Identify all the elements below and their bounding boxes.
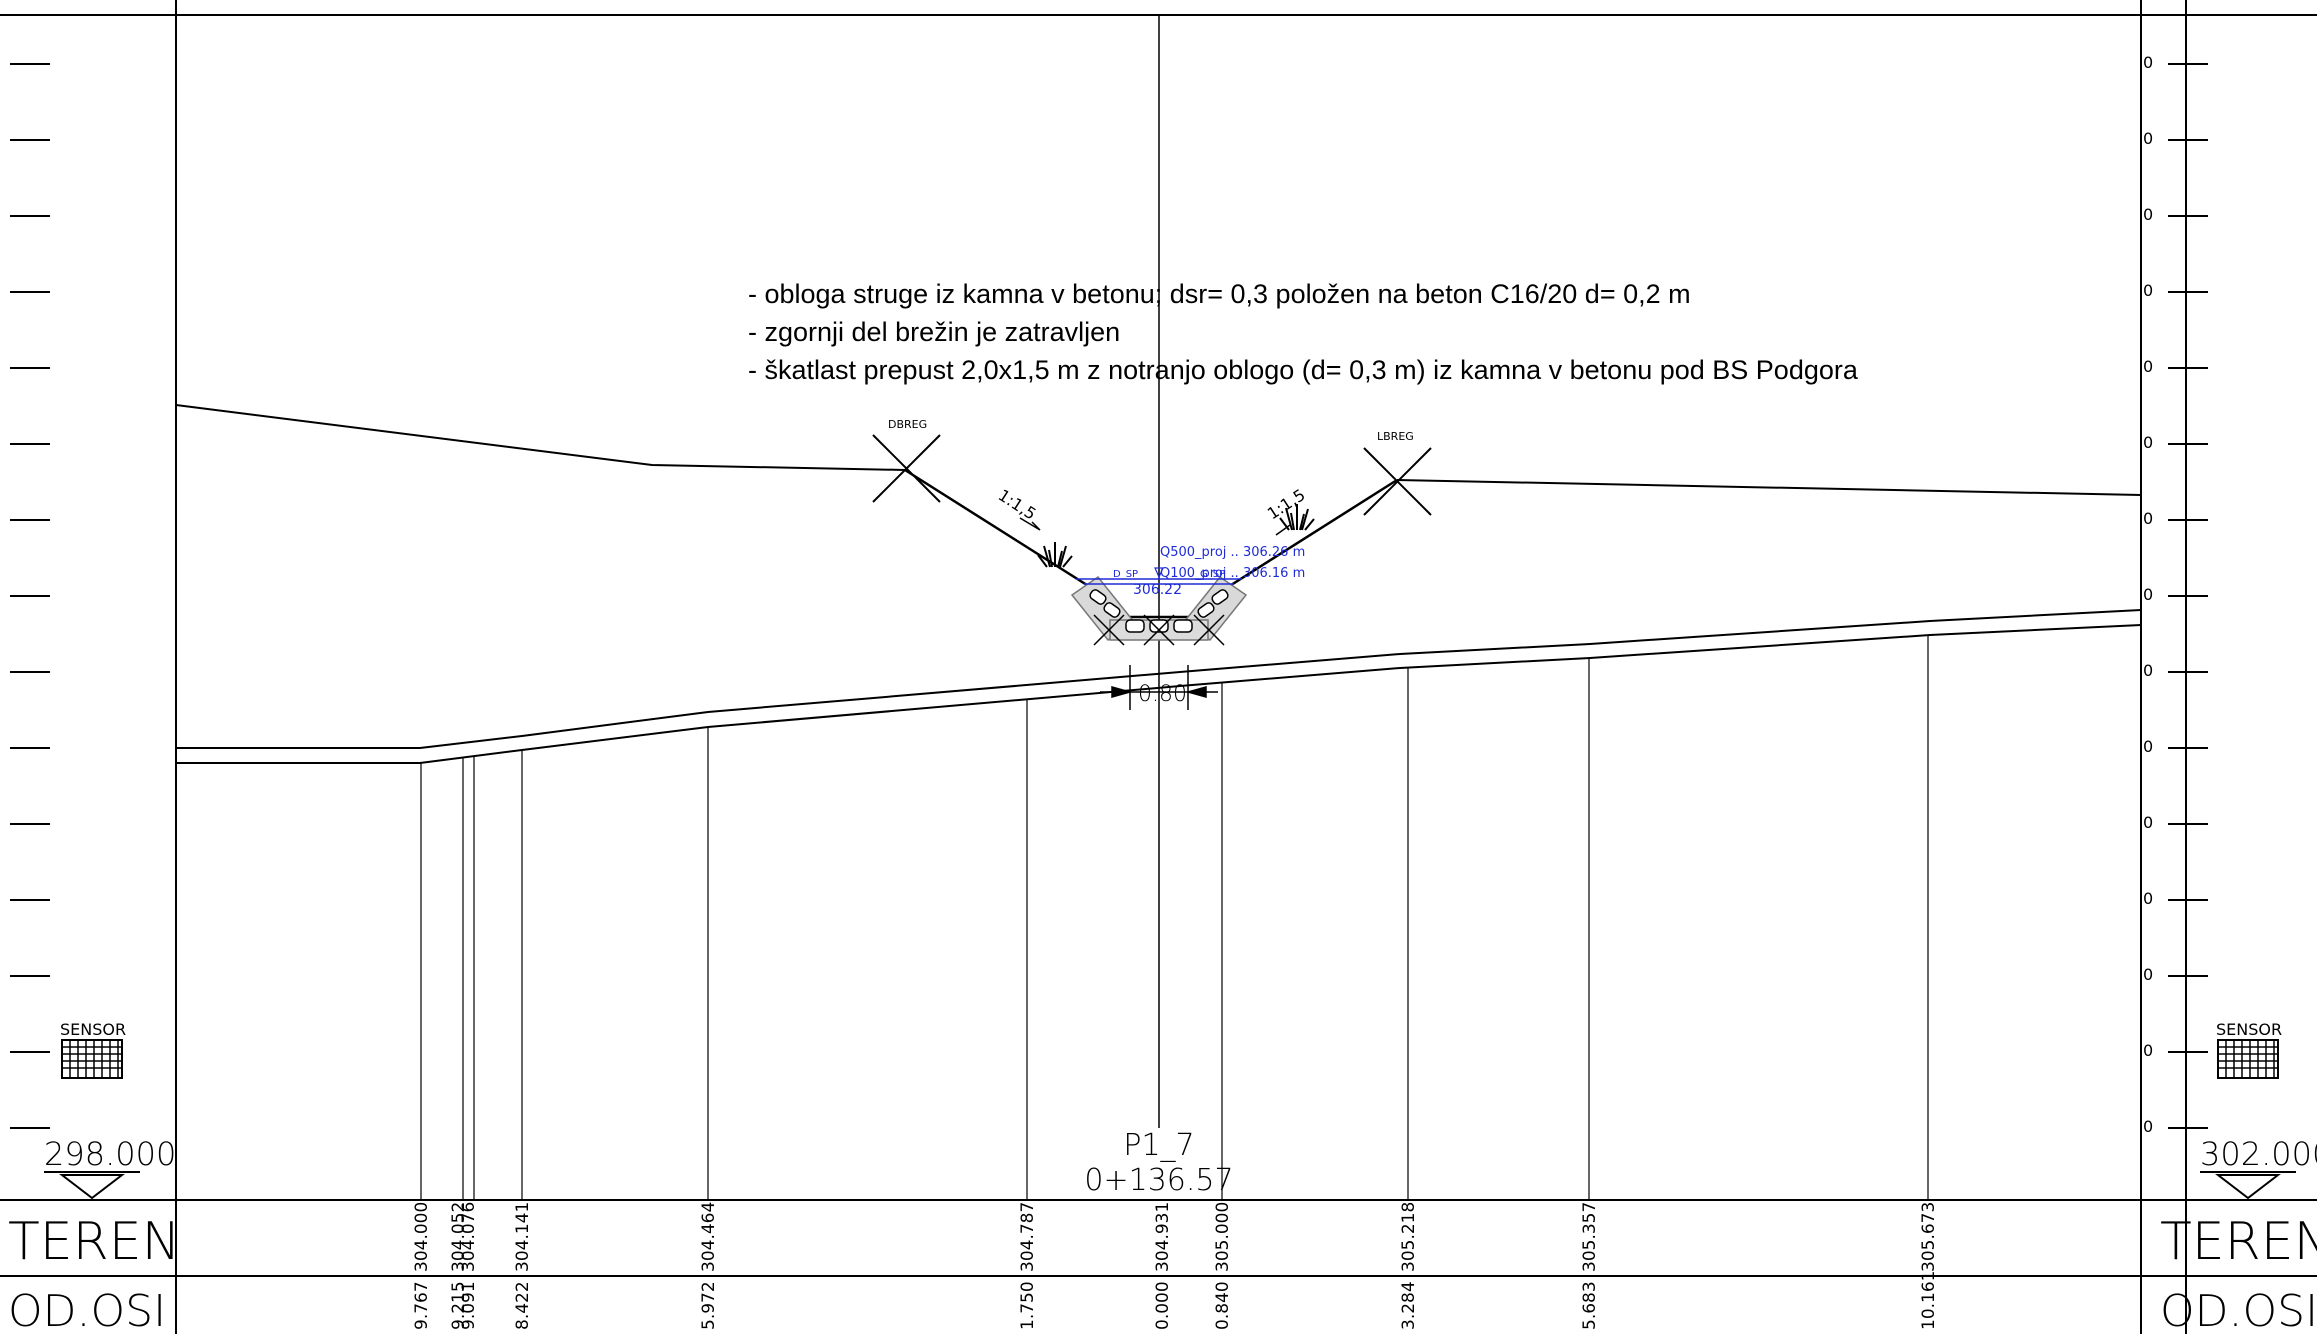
sensor-label: SENSOR bbox=[2216, 1020, 2282, 1039]
bank-marker-right: LBREG bbox=[1363, 430, 1432, 516]
side-tick-label: 0 bbox=[2143, 965, 2153, 984]
dsp-label: D_SP bbox=[1113, 569, 1138, 580]
offset-value: 9.215 bbox=[449, 1281, 469, 1330]
offset-value: 9.767 bbox=[412, 1281, 432, 1330]
sensor-right: SENSOR bbox=[2216, 1020, 2282, 1079]
terrain-elevation-value: 305.218 bbox=[1399, 1202, 1419, 1272]
side-tick-label: 0 bbox=[2143, 813, 2153, 832]
side-tick-label: 0 bbox=[2143, 585, 2153, 604]
offset-value: 8.422 bbox=[513, 1281, 533, 1330]
profile-station: 0+136.57 bbox=[1084, 1163, 1233, 1198]
bank-marker-left: DBREG bbox=[872, 418, 941, 503]
terrain-elevation-value: 305.673 bbox=[1919, 1202, 1939, 1272]
side-tick-label: 0 bbox=[2143, 737, 2153, 756]
grass-icon bbox=[1037, 542, 1073, 568]
ground-line-upper bbox=[176, 609, 2142, 749]
offset-value: 5.972 bbox=[699, 1281, 719, 1330]
sensor-left: SENSOR bbox=[60, 1020, 126, 1079]
terrain-elevation-value: 305.000 bbox=[1213, 1202, 1233, 1272]
right-scale-ticks bbox=[2168, 63, 2208, 1129]
offset-value: 5.683 bbox=[1580, 1281, 1600, 1330]
terrain-elevation-value: 304.141 bbox=[513, 1202, 533, 1272]
dimension-value: 0.80 bbox=[1138, 682, 1187, 707]
left-scale-ticks bbox=[10, 63, 50, 1129]
row-label-odosi-right: OD.OSI bbox=[2160, 1286, 2317, 1334]
terrain-table: 304.000 9.767 304.052 9.215 304.076 9.091 304.… bbox=[412, 1202, 1939, 1330]
terrain-elevation-value: 305.357 bbox=[1580, 1202, 1600, 1272]
slope-arrow-icon bbox=[1019, 517, 1041, 531]
offset-value: 9.091 bbox=[459, 1281, 479, 1330]
offset-value: 0.840 bbox=[1213, 1281, 1233, 1330]
profile-name: P1_7 bbox=[1123, 1128, 1194, 1163]
side-tick-label: 0 bbox=[2143, 889, 2153, 908]
bank-label-left: DBREG bbox=[888, 418, 927, 431]
side-tick-label: 0 bbox=[2143, 1117, 2153, 1136]
dimension-culvert-width bbox=[1100, 665, 1218, 710]
gsp-label: G_SP bbox=[1200, 569, 1225, 580]
row-label-teren-right: TEREN bbox=[2160, 1212, 2317, 1272]
existing-terrain-left bbox=[175, 404, 906, 471]
existing-terrain-right bbox=[1396, 479, 2142, 496]
dsp-value: 306.22 bbox=[1133, 582, 1182, 598]
datum-left-label: 298.000 bbox=[44, 1135, 176, 1173]
row-label-odosi-left: OD.OSI bbox=[8, 1286, 166, 1334]
terrain-elevation-value: 304.464 bbox=[699, 1202, 719, 1272]
right-scale-tick-labels: 0 0 0 0 0 0 0 0 0 0 0 0 0 0 0 bbox=[2143, 53, 2153, 1136]
terrain-elevation-value: 304.931 bbox=[1153, 1202, 1173, 1272]
q100-label: Q100_proj .. 306.16 m bbox=[1160, 566, 1305, 581]
construction-notes: - obloga struge iz kamna v betonu; dsr= … bbox=[748, 279, 1859, 385]
datum-left: 298.000 bbox=[44, 1135, 176, 1200]
water-levels: Q500_proj .. 306.26 m Q100_proj .. 306.1… bbox=[1076, 545, 1305, 598]
channel-profile bbox=[904, 468, 1398, 619]
side-tick-label: 0 bbox=[2143, 661, 2153, 680]
side-tick-label: 0 bbox=[2143, 129, 2153, 148]
ground-line-lower bbox=[176, 624, 2142, 764]
stone-lining bbox=[1070, 575, 1248, 646]
terrain-elevation-value: 304.000 bbox=[412, 1202, 432, 1272]
offset-value: 0.000 bbox=[1153, 1281, 1173, 1330]
side-tick-label: 0 bbox=[2143, 53, 2153, 72]
terrain-elevation-value: 304.076 bbox=[459, 1202, 479, 1272]
datum-right: 302.000 bbox=[2200, 1135, 2317, 1200]
side-tick-label: 0 bbox=[2143, 433, 2153, 452]
note-line: - obloga struge iz kamna v betonu; dsr= … bbox=[748, 279, 1691, 309]
side-tick-label: 0 bbox=[2143, 205, 2153, 224]
note-line: - zgornji del brežin je zatravljen bbox=[748, 317, 1120, 347]
row-label-teren-left: TEREN bbox=[8, 1212, 181, 1272]
bank-label-right: LBREG bbox=[1377, 430, 1414, 443]
offset-value: 10.161 bbox=[1919, 1271, 1939, 1330]
datum-triangle-icon bbox=[2215, 1174, 2281, 1200]
station-verticals bbox=[420, 635, 1929, 1200]
grass-icon bbox=[1279, 504, 1315, 531]
slope-label-left: 1:1,5 bbox=[995, 485, 1040, 523]
datum-right-label: 302.000 bbox=[2200, 1135, 2317, 1173]
note-line: - škatlast prepust 2,0x1,5 m z notranjo … bbox=[748, 355, 1859, 385]
side-tick-label: 0 bbox=[2143, 357, 2153, 376]
q500-label: Q500_proj .. 306.26 m bbox=[1160, 545, 1305, 560]
offset-value: 1.750 bbox=[1018, 1281, 1038, 1330]
side-tick-label: 0 bbox=[2143, 1041, 2153, 1060]
datum-triangle-icon bbox=[59, 1174, 125, 1200]
offset-value: 3.284 bbox=[1399, 1281, 1419, 1330]
side-tick-label: 0 bbox=[2143, 509, 2153, 528]
slope-label-right: 1:1,5 bbox=[1264, 485, 1309, 523]
sensor-label: SENSOR bbox=[60, 1020, 126, 1039]
side-tick-label: 0 bbox=[2143, 281, 2153, 300]
terrain-elevation-value: 304.787 bbox=[1018, 1202, 1038, 1272]
terrain-elevation-value: 304.052 bbox=[449, 1202, 469, 1272]
